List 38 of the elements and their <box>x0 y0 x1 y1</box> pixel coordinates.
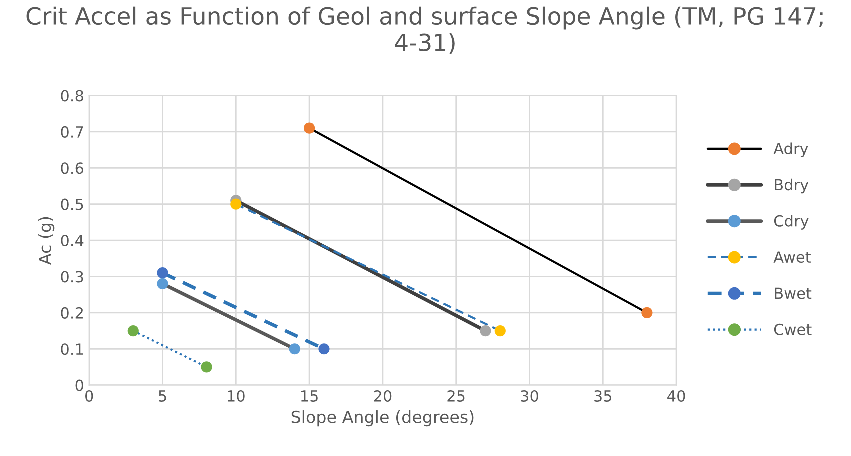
point <box>304 122 316 134</box>
y-tick-label: 0.3 <box>61 271 84 283</box>
x-tick-label: 30 <box>521 390 538 402</box>
x-tick-label: 20 <box>374 390 392 402</box>
point <box>201 362 212 373</box>
x-tick-label: 5 <box>159 390 166 402</box>
point <box>494 325 506 337</box>
y-tick-label: 0.2 <box>61 307 83 319</box>
chart-title: Crit Accel as Function of Geol and surface Slope Angle (TM, PG 147; 4-31) <box>26 6 823 54</box>
point <box>157 278 168 290</box>
y-tick-label: 0.6 <box>61 162 84 174</box>
legend-label: Cdry <box>774 215 809 230</box>
x-tick-label: 35 <box>594 390 612 402</box>
y-tick-label: 0 <box>76 380 84 392</box>
x-tick-label: 15 <box>302 390 318 402</box>
y-tick-label: 0.1 <box>61 344 84 356</box>
point <box>289 344 300 355</box>
legend-label: Adry <box>774 142 808 158</box>
point <box>230 198 242 210</box>
y-tick-label: 0.7 <box>61 126 84 138</box>
point <box>157 268 168 279</box>
y-tick-label: 0.8 <box>61 90 84 102</box>
x-axis-title: Slope Angle (degrees) <box>292 410 474 427</box>
x-tick-label: 40 <box>668 390 686 402</box>
legend-label: Awet <box>774 252 811 264</box>
y-tick-label: 0.5 <box>61 198 84 210</box>
legend-label: Bwet <box>775 288 812 300</box>
legend-label: Bdry <box>775 178 809 194</box>
point <box>128 325 139 337</box>
x-tick-label: 25 <box>448 390 465 402</box>
x-tick-label: 0 <box>86 390 94 402</box>
y-axis-title: Ac (g) <box>38 217 55 265</box>
point <box>480 325 492 337</box>
point <box>642 307 653 318</box>
y-tick-label: 0.4 <box>61 235 84 247</box>
legend-label: Cwet <box>774 324 812 336</box>
point <box>318 344 330 355</box>
x-tick-label: 10 <box>228 390 245 402</box>
